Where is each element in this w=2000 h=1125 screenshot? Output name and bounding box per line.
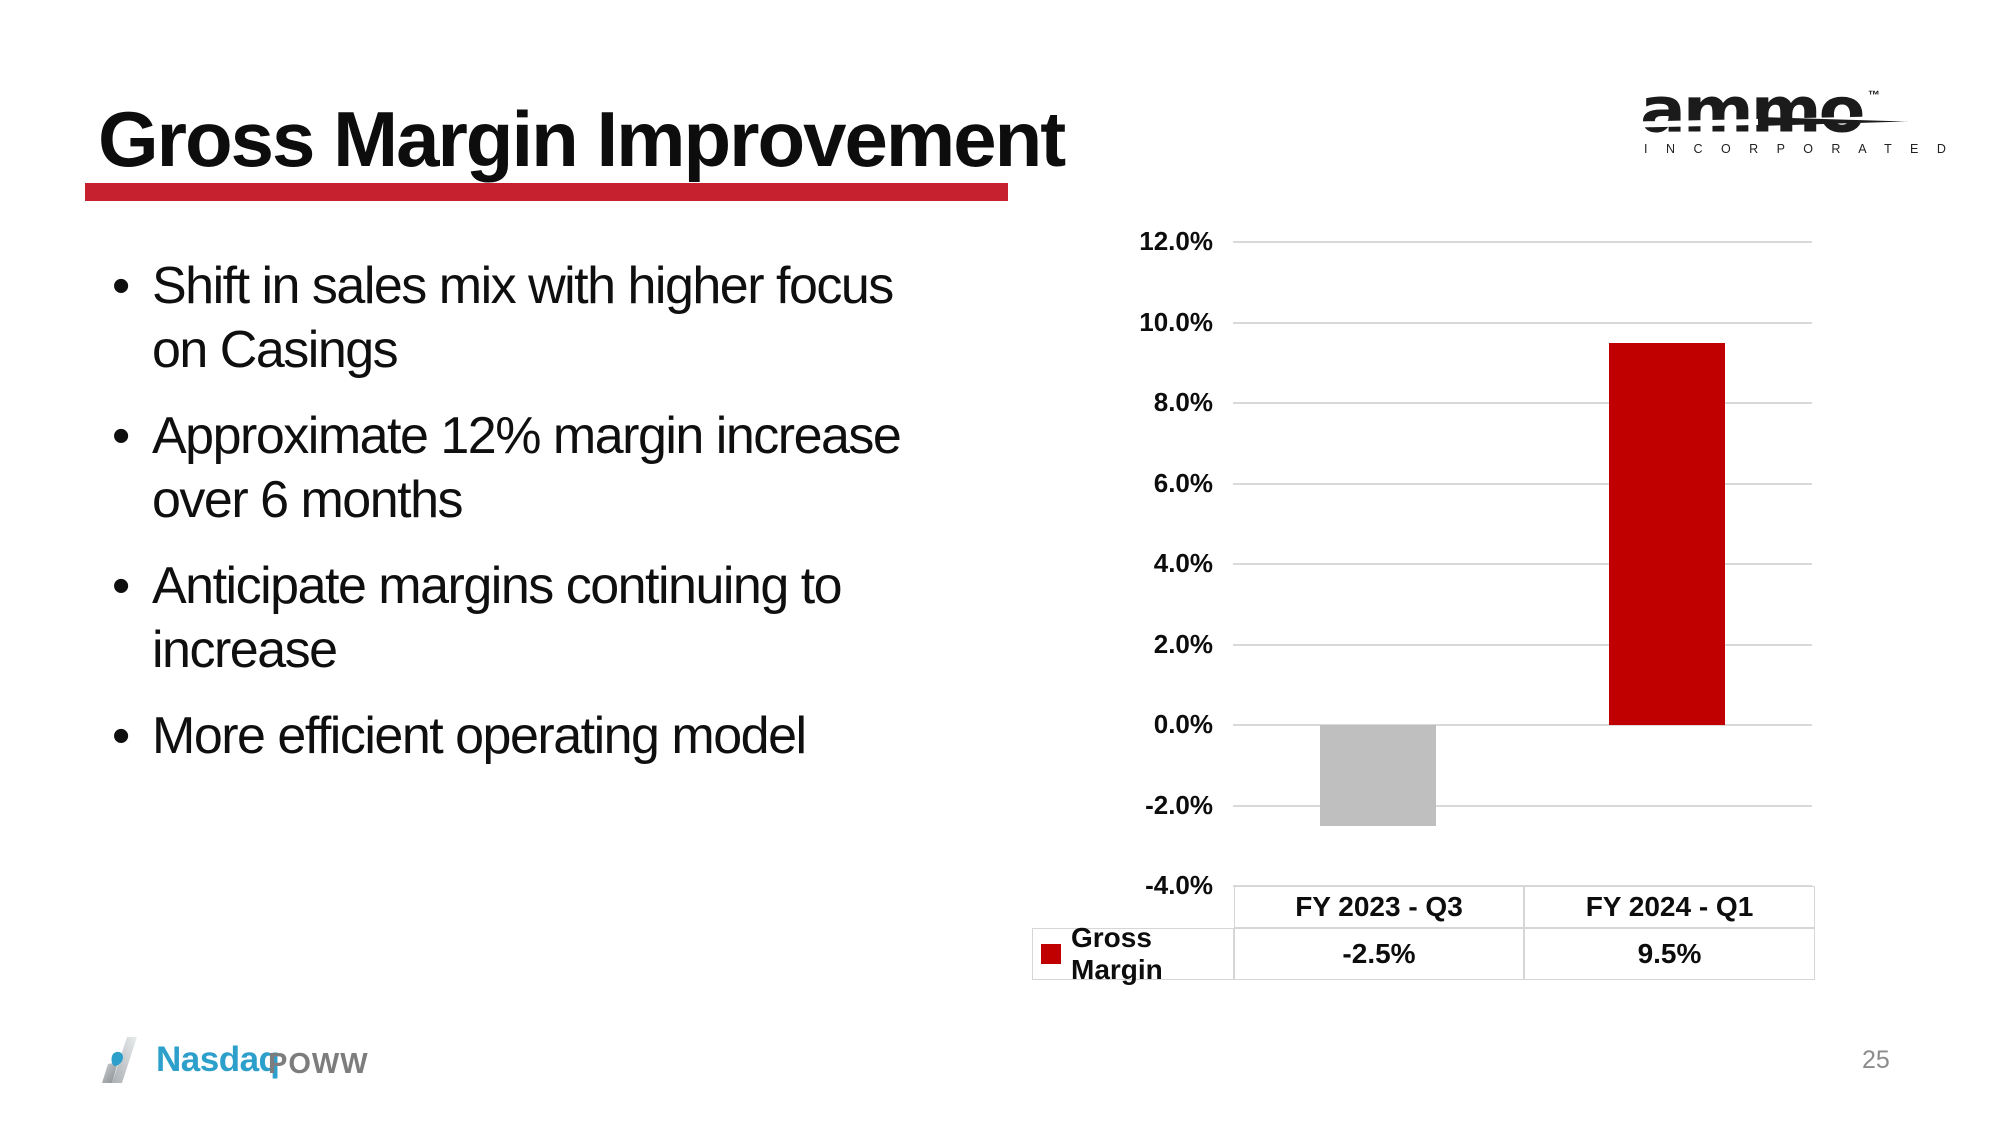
ammo-incorporated-logo: ammo ™ I N C O R P O R A T E D: [1637, 74, 1954, 162]
gridline: [1233, 241, 1812, 243]
y-tick-label: 8.0%: [1153, 386, 1213, 417]
bullet-marker: •: [112, 407, 130, 465]
nasdaq-ribbon-icon: [102, 1037, 137, 1083]
bullet-item: • Approximate 12% margin increase over 6…: [112, 404, 1072, 532]
y-tick-label: -2.0%: [1145, 789, 1213, 820]
bullet-marker: •: [112, 707, 130, 765]
y-tick-label: 10.0%: [1139, 306, 1213, 337]
y-tick-label: -4.0%: [1145, 869, 1213, 900]
bullet-text: Shift in sales mix with higher focus on …: [152, 257, 894, 379]
nasdaq-logo: Nasdaq: [100, 1036, 280, 1084]
page-number: 25: [1862, 1046, 1890, 1074]
y-tick-label: 2.0%: [1153, 628, 1213, 659]
ammo-incorporated-label: I N C O R P O R A T E D: [1644, 142, 1954, 156]
page-title: Gross Margin Improvement: [98, 95, 1066, 183]
legend-label: Gross Margin: [1071, 922, 1163, 985]
gridline: [1233, 724, 1812, 726]
bullet-marker: •: [112, 557, 130, 615]
ammo-logo-swoosh: [1758, 117, 1908, 126]
table-header-fy2023-q3: FY 2023 - Q3: [1234, 886, 1524, 928]
gridline: [1233, 563, 1812, 565]
title-underline-bar: [85, 183, 1008, 201]
bullet-text: Approximate 12% margin increase over 6 m…: [152, 407, 902, 529]
legend-cell: Gross Margin: [1032, 922, 1234, 985]
bullet-item: • More efficient operating model: [112, 704, 1072, 768]
gridline: [1233, 321, 1812, 324]
bullet-text: Anticipate margins continuing to increas…: [152, 557, 843, 679]
ammo-wordmark: ammo: [1640, 74, 1865, 148]
bullet-item: • Anticipate margins continuing to incre…: [112, 554, 1072, 682]
legend-marker-gross-margin: [1041, 944, 1061, 964]
table-value-fy2024-q1: 9.5%: [1524, 928, 1815, 980]
bar-gross-margin-fy-2023-q3: [1319, 725, 1436, 826]
gridline: [1233, 643, 1812, 646]
bullet-item: • Shift in sales mix with higher focus o…: [112, 254, 1072, 382]
gridline: [1233, 804, 1812, 807]
trademark-symbol: ™: [1868, 88, 1880, 102]
gridline: [1233, 482, 1812, 485]
chart-plot-area: [1233, 241, 1812, 887]
y-tick-label: 4.0%: [1153, 547, 1213, 578]
table-value-fy2023-q3: -2.5%: [1234, 928, 1524, 980]
ticker-symbol: POWW: [268, 1048, 369, 1080]
nasdaq-wordmark: Nasdaq: [156, 1040, 280, 1079]
table-header-fy2024-q1: FY 2024 - Q1: [1524, 886, 1815, 928]
y-tick-label: 6.0%: [1153, 467, 1213, 498]
bullet-list: • Shift in sales mix with higher focus o…: [112, 254, 1072, 790]
y-tick-label: 0.0%: [1153, 708, 1213, 739]
bar-gross-margin-fy-2024-q1: [1609, 342, 1726, 725]
chart-y-axis: 12.0% 10.0% 8.0% 6.0% 4.0% 2.0% 0.0% -2.0% -4.0%: [1033, 226, 1213, 900]
chart-data-table: FY 2023 - Q3 FY 2024 - Q1 Gross Margin -…: [1032, 886, 1815, 985]
y-tick-label: 12.0%: [1139, 225, 1213, 256]
bullet-text: More efficient operating model: [152, 707, 807, 765]
bullet-marker: •: [112, 257, 130, 315]
gridline: [1233, 402, 1812, 404]
